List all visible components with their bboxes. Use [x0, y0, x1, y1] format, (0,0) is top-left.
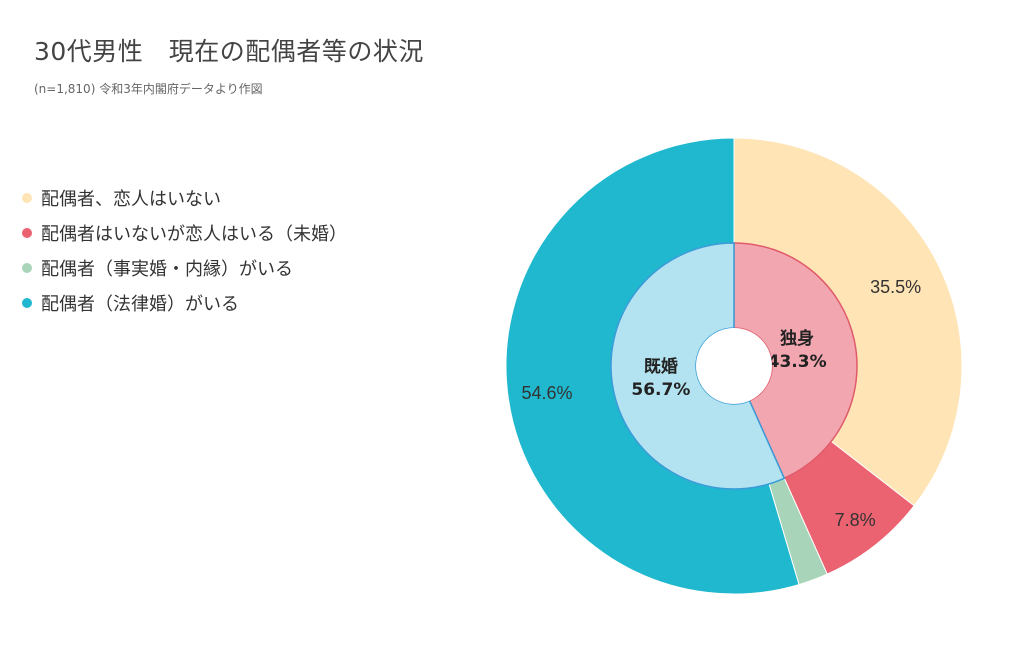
inner-slice-value: 43.3% [768, 352, 827, 372]
legend-swatch [22, 227, 32, 238]
chart-subtitle: (n=1,810) 令和3年内閣府データより作図 [34, 82, 263, 96]
legend-swatch [22, 262, 32, 273]
outer-slice-label: 7.8% [835, 510, 876, 530]
legend-item: 配偶者、恋人はいない [22, 180, 347, 215]
chart-title: 30代男性 現在の配偶者等の状況 [34, 37, 424, 66]
legend-label: 配偶者、恋人はいない [41, 188, 221, 210]
donut-hole [696, 328, 772, 404]
outer-slice-label: 54.6% [521, 383, 572, 403]
legend-label: 配偶者はいないが恋人はいる（未婚） [41, 223, 347, 245]
outer-slice-label: 35.5% [870, 277, 921, 297]
legend: 配偶者、恋人はいない 配偶者はいないが恋人はいる（未婚） 配偶者（事実婚・内縁）… [22, 180, 347, 320]
legend-swatch [22, 192, 32, 203]
legend-swatch [22, 297, 32, 308]
legend-item: 配偶者（事実婚・内縁）がいる [22, 250, 347, 285]
legend-item: 配偶者はいないが恋人はいる（未婚） [22, 215, 347, 250]
inner-slice-name: 独身 [780, 328, 814, 349]
inner-slice-name: 既婚 [644, 356, 678, 377]
legend-item: 配偶者（法律婚）がいる [22, 285, 347, 320]
inner-slice-value: 56.7% [631, 380, 690, 400]
legend-label: 配偶者（事実婚・内縁）がいる [41, 258, 293, 280]
legend-label: 配偶者（法律婚）がいる [41, 293, 239, 315]
